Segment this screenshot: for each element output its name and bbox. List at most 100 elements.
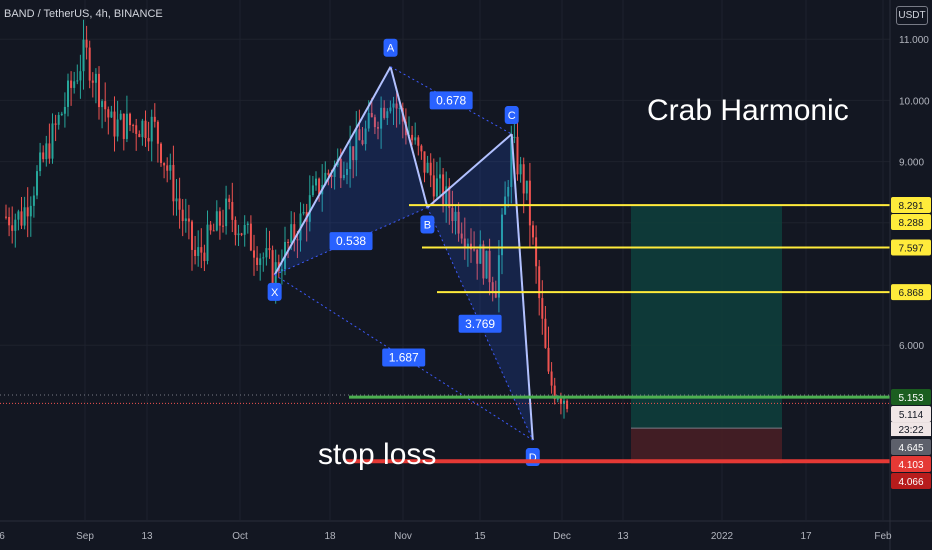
candle-body <box>144 120 147 139</box>
candle-body <box>302 211 305 214</box>
candle-body <box>364 128 367 145</box>
candle-body <box>79 71 82 81</box>
candle-body <box>70 80 73 88</box>
price-tag-label: 4.645 <box>898 443 923 454</box>
ratio-badge <box>382 348 426 367</box>
candle-body <box>26 207 29 217</box>
candle-body <box>395 103 398 109</box>
candle-body <box>206 224 209 262</box>
candle-body <box>203 252 206 262</box>
candle-body <box>559 398 562 404</box>
candle-body <box>113 111 116 137</box>
candle-body <box>513 136 516 139</box>
price-tag <box>891 196 931 213</box>
candle-body <box>510 138 513 187</box>
candle-body <box>63 106 66 114</box>
candle-body <box>507 186 510 197</box>
candle-body <box>296 239 299 241</box>
candle-body <box>88 47 91 81</box>
pattern-ratio-line-AC <box>390 66 512 135</box>
candle-body <box>519 164 522 175</box>
candle-body <box>501 214 503 256</box>
candle-body <box>318 178 321 195</box>
candle-body <box>411 134 414 141</box>
candle-body <box>367 113 370 129</box>
price-tag <box>891 473 931 490</box>
candle-body <box>355 129 358 161</box>
pattern-leg-CD <box>510 133 534 441</box>
candle-body <box>386 111 389 118</box>
candle-body <box>253 250 255 258</box>
candle-body <box>8 217 11 226</box>
x-tick-label: 13 <box>141 531 153 542</box>
candle-body <box>426 162 429 173</box>
price-tag <box>891 439 931 456</box>
price-tag-label: 6.868 <box>898 288 923 299</box>
price-tag <box>891 213 931 230</box>
candle-body <box>327 172 330 175</box>
y-tick-label: 9.000 <box>899 158 924 169</box>
candle-body <box>51 123 54 159</box>
candle-body <box>45 143 48 160</box>
price-tag-label: 7.597 <box>898 243 923 254</box>
candle-body <box>5 216 7 218</box>
candle-body <box>516 136 519 175</box>
candle-body <box>184 218 187 222</box>
candle-body <box>39 152 42 172</box>
candle-body <box>101 101 104 108</box>
candle-body <box>259 258 262 265</box>
stop-loss-label: stop loss <box>318 438 437 471</box>
candle-body <box>212 230 215 232</box>
candle-body <box>566 400 569 409</box>
candle-body <box>104 101 107 110</box>
candle-body <box>14 219 17 231</box>
candle-body <box>392 103 395 108</box>
candle-body <box>556 398 559 400</box>
candle-body <box>432 175 435 197</box>
candle-body <box>287 241 290 243</box>
position-stop-zone <box>631 428 782 464</box>
candle-body <box>439 174 441 179</box>
level-lines <box>0 204 890 464</box>
point-label-X: X <box>271 287 279 299</box>
price-tag-label: 5.153 <box>898 393 923 404</box>
x-tick-label: 2022 <box>711 531 734 542</box>
x-tick-label: 17 <box>800 531 812 542</box>
candle-body <box>528 180 531 226</box>
y-tick-label: 11.000 <box>899 35 929 46</box>
candle-body <box>243 224 246 235</box>
candle-body <box>234 219 237 236</box>
candle-body <box>129 113 131 126</box>
currency-button[interactable]: USDT <box>896 6 928 25</box>
candle-body <box>197 247 200 256</box>
candle-body <box>454 211 457 222</box>
pattern-ratio-line-XD <box>274 274 534 441</box>
candle-body <box>535 237 538 267</box>
candle-body <box>290 224 293 243</box>
price-tag <box>891 239 931 256</box>
ratio-badge <box>458 314 502 333</box>
candle-body <box>541 298 544 319</box>
candle-body <box>132 125 135 127</box>
candle-body <box>160 143 162 163</box>
candle-body <box>178 198 181 210</box>
candle-body <box>147 138 150 142</box>
candle-body <box>361 140 364 145</box>
candle-body <box>249 223 252 251</box>
countdown-tag <box>891 422 931 437</box>
candle-body <box>200 247 203 253</box>
candle-body <box>11 225 14 231</box>
candle-body <box>29 205 32 217</box>
price-tag <box>891 389 931 406</box>
candle-body <box>23 207 26 226</box>
harmonic-pattern: 0.538 0.678 3.769 1.687 X A B C D <box>267 38 540 467</box>
candle-body <box>57 115 60 125</box>
price-tag-label: 8.288 <box>898 218 923 229</box>
candle-body <box>228 198 231 202</box>
candle-body <box>420 145 423 152</box>
candle-body <box>532 225 534 238</box>
candle-body <box>42 152 45 160</box>
candle-body <box>262 257 265 259</box>
